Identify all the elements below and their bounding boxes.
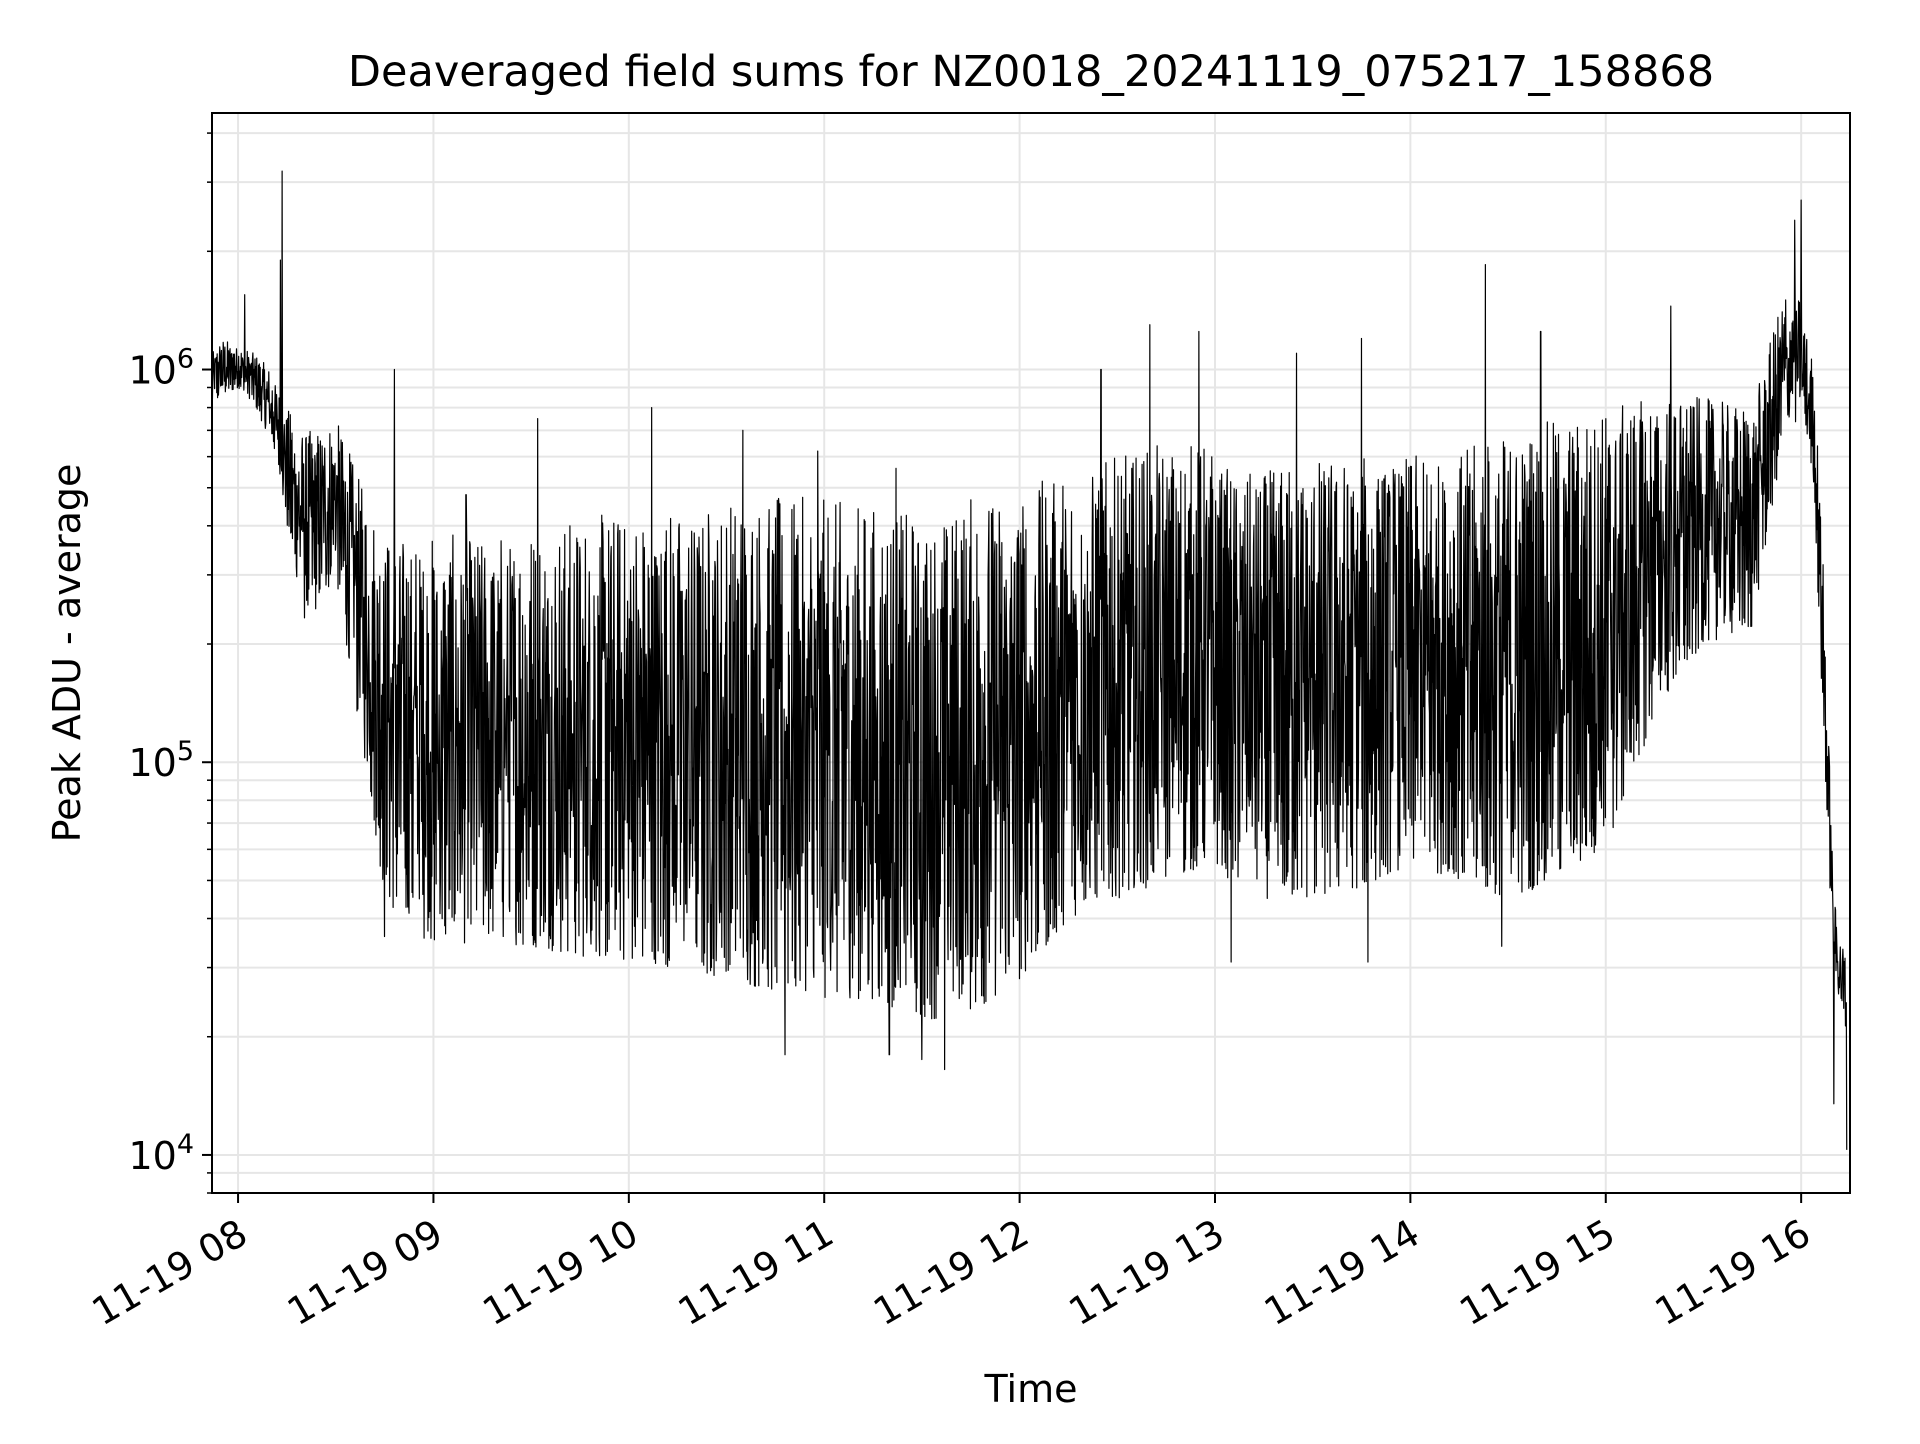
- y-tick-label: 106: [128, 344, 194, 393]
- x-axis-label: Time: [984, 1367, 1078, 1411]
- y-axis-label: Peak ADU - average: [45, 464, 89, 843]
- y-tick-label-base: 10: [128, 741, 176, 785]
- chart-title: Deaveraged field sums for NZ0018_2024111…: [348, 47, 1714, 97]
- y-tick-label-base: 10: [128, 349, 176, 393]
- x-tick-label: 11-19 08: [85, 1211, 255, 1335]
- y-tick-label-exponent: 5: [177, 736, 194, 767]
- x-tick-label: 11-19 14: [1257, 1211, 1427, 1335]
- y-tick-label-base: 10: [128, 1134, 176, 1178]
- series-line: [211, 170, 1848, 1150]
- y-tick-label: 105: [128, 736, 194, 785]
- y-tick-label-exponent: 4: [177, 1129, 194, 1160]
- x-tick-label: 11-19 10: [475, 1211, 645, 1335]
- x-tick-label: 11-19 11: [671, 1211, 841, 1335]
- x-axis: 11-19 08 11-19 09 11-19 10 11-19 11 11-19 12…: [85, 1193, 1818, 1334]
- plot-frame: [211, 112, 1851, 1194]
- y-tick-label: 104: [128, 1129, 194, 1178]
- x-tick-label: 11-19 13: [1062, 1211, 1232, 1335]
- x-tick-label: 11-19 12: [866, 1211, 1036, 1335]
- x-tick-label: 11-19 09: [280, 1211, 450, 1335]
- x-tick-label: 11-19 16: [1648, 1211, 1818, 1335]
- series-layer: [211, 170, 1848, 1150]
- y-tick-label-exponent: 6: [177, 344, 194, 375]
- x-tick-label: 11-19 15: [1452, 1211, 1622, 1335]
